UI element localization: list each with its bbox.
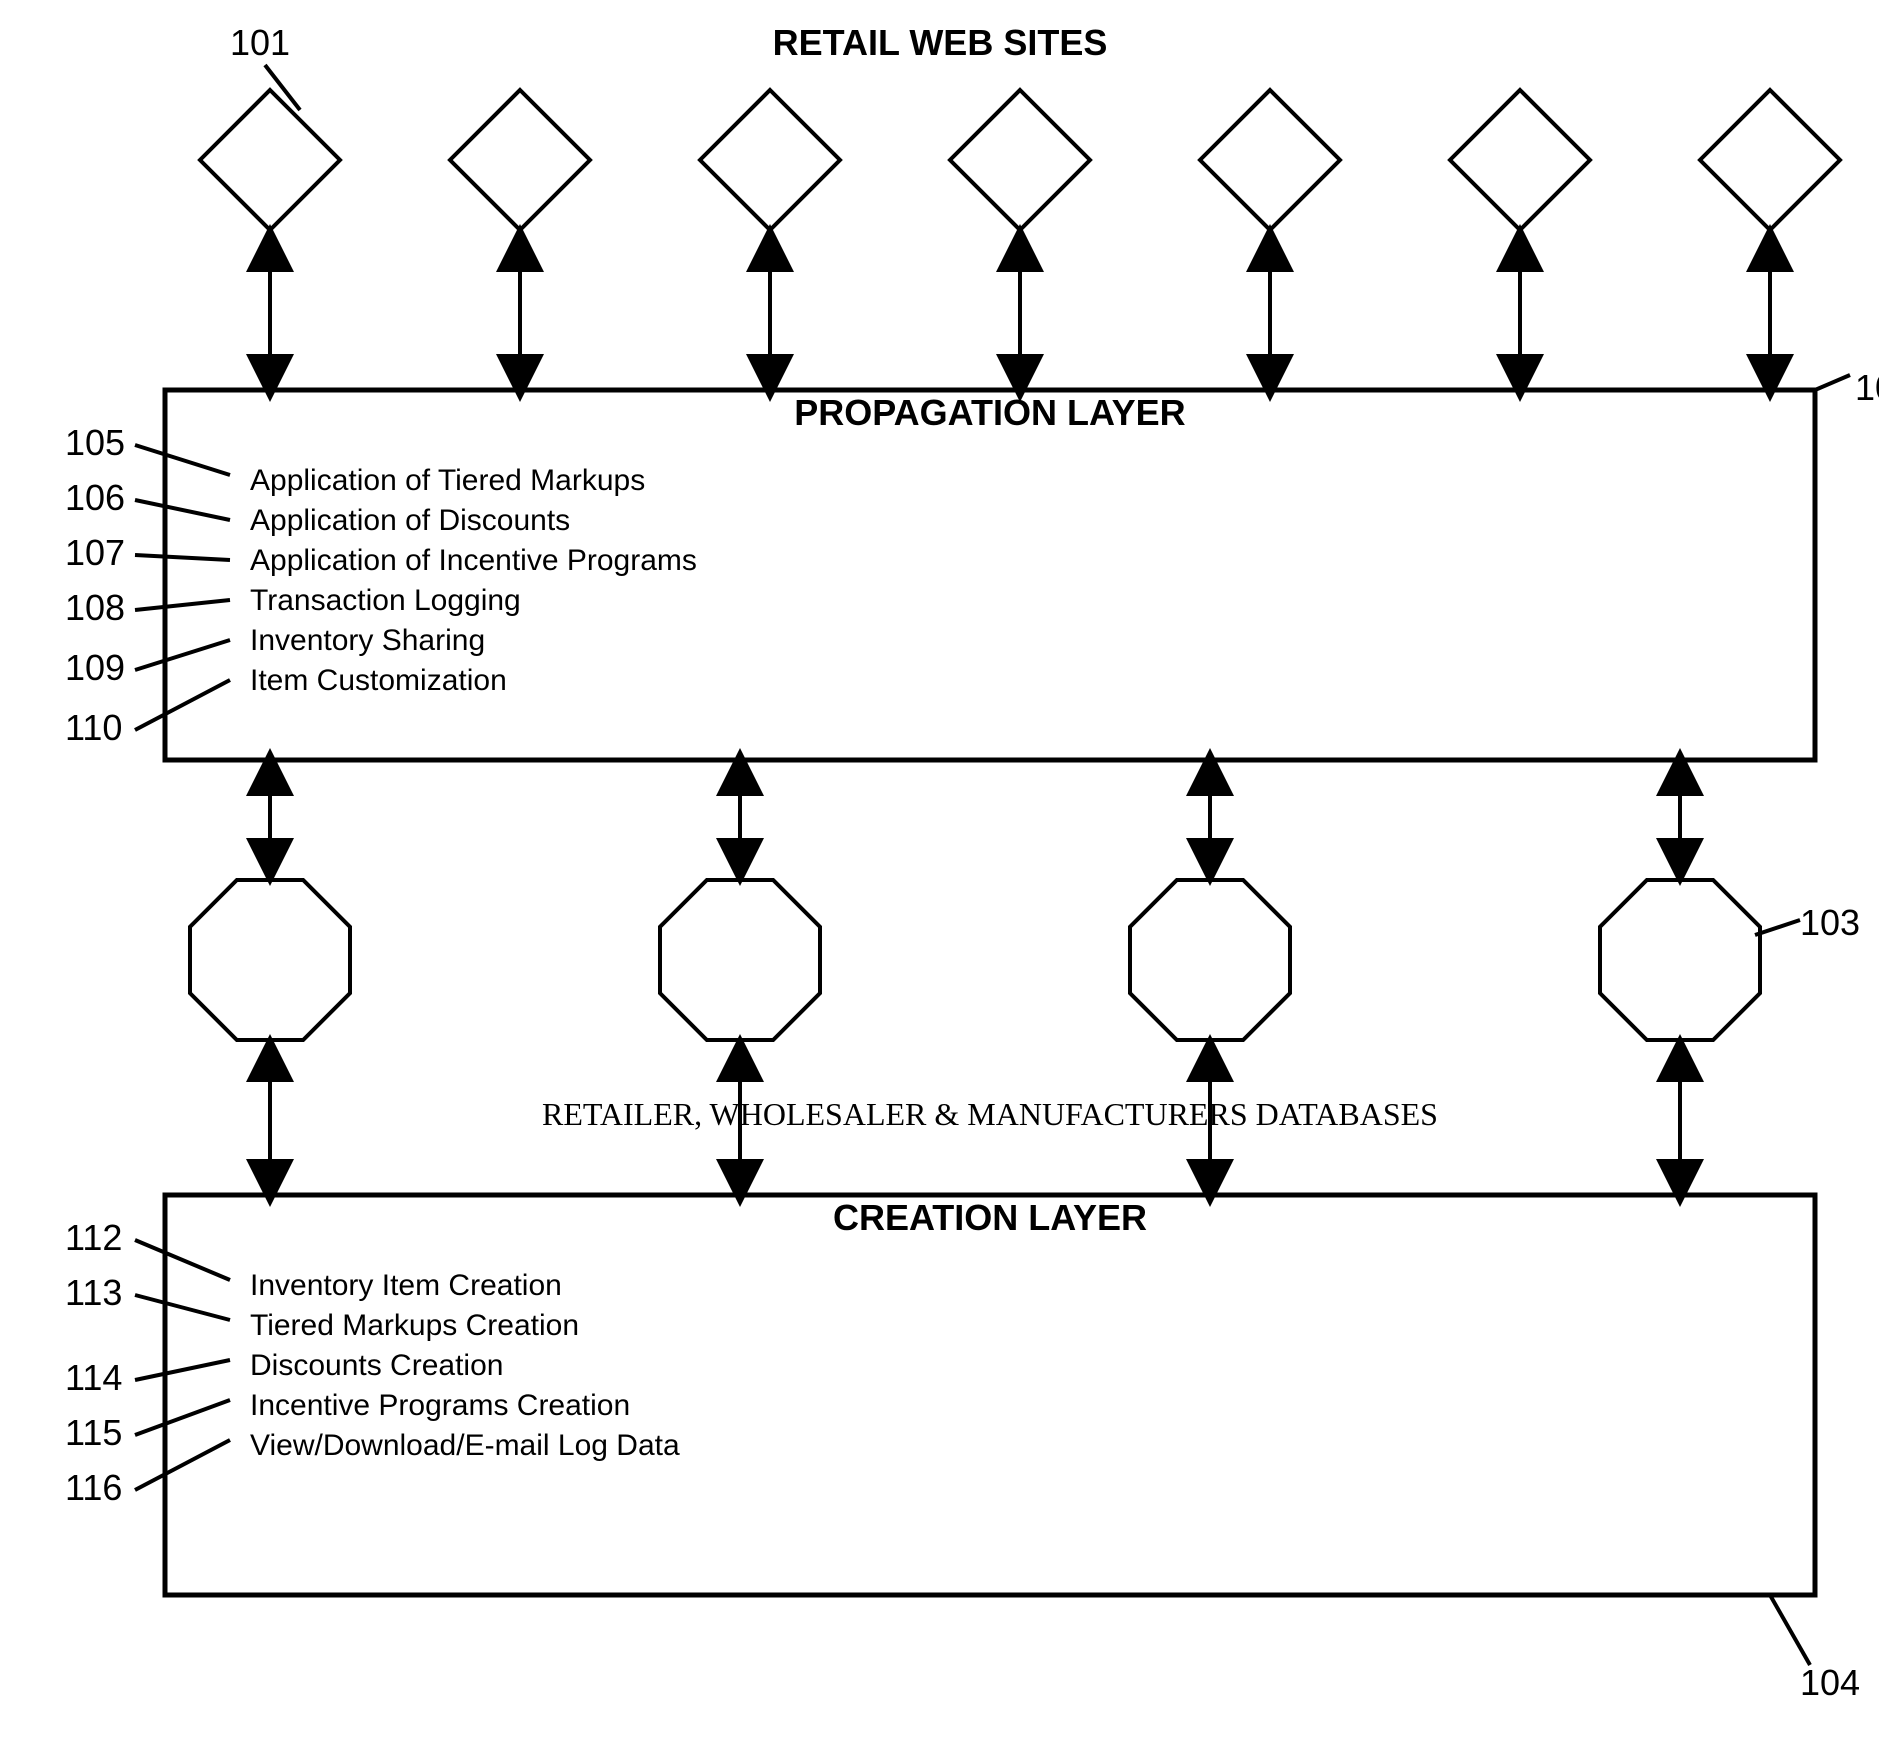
creation-item: Tiered Markups Creation (250, 1309, 579, 1342)
ref-104-leader (1770, 1595, 1810, 1665)
creation-item: View/Download/E-mail Log Data (250, 1429, 680, 1462)
ref-104: 104 (1800, 1662, 1860, 1703)
ref-102-leader (1815, 375, 1850, 390)
ref-110: 110 (65, 707, 122, 748)
retail-web-sites-nodes (200, 90, 1840, 230)
arrows-mid-top (270, 772, 1680, 862)
ref-108-leader (135, 600, 230, 610)
ref-106: 106 (65, 477, 125, 518)
ref-108: 108 (65, 587, 125, 628)
title-top: RETAIL WEB SITES (773, 22, 1108, 63)
propagation-item: Application of Tiered Markups (250, 464, 645, 497)
database-nodes (190, 880, 1760, 1040)
title-middle: RETAILER, WHOLESALER & MANUFACTURERS DAT… (542, 1096, 1438, 1132)
ref-113: 113 (65, 1272, 122, 1313)
ref-107-leader (135, 555, 230, 560)
ref-115: 115 (65, 1412, 122, 1453)
propagation-item: Inventory Sharing (250, 624, 485, 657)
ref-114-leader (135, 1360, 230, 1380)
creation-items: Inventory Item Creation Tiered Markups Cr… (250, 1269, 680, 1462)
creation-item: Incentive Programs Creation (250, 1389, 630, 1422)
ref-106-leader (135, 500, 230, 520)
ref-115-leader (135, 1400, 230, 1435)
ref-102: 102 (1855, 367, 1879, 408)
ref-107: 107 (65, 532, 125, 573)
ref-112-leader (135, 1240, 230, 1280)
propagation-item: Item Customization (250, 664, 507, 697)
propagation-items: Application of Tiered Markups Application… (250, 464, 697, 697)
ref-105: 105 (65, 422, 125, 463)
creation-item: Inventory Item Creation (250, 1269, 562, 1302)
creation-item: Discounts Creation (250, 1349, 503, 1382)
ref-112: 112 (65, 1217, 122, 1258)
ref-109-leader (135, 640, 230, 670)
ref-114: 114 (65, 1357, 122, 1398)
ref-103: 103 (1800, 902, 1860, 943)
ref-116: 116 (65, 1467, 122, 1508)
ref-110-leader (135, 680, 230, 730)
ref-109: 109 (65, 647, 125, 688)
propagation-title: PROPAGATION LAYER (794, 392, 1185, 433)
ref-116-leader (135, 1440, 230, 1490)
ref-105-leader (135, 445, 230, 475)
arrows-top (270, 248, 1770, 378)
propagation-item: Transaction Logging (250, 584, 521, 617)
architecture-diagram: RETAIL WEB SITES 101 PROPAGATION LAYER 1… (0, 0, 1879, 1748)
propagation-item: Application of Discounts (250, 504, 570, 537)
ref-101: 101 (230, 22, 290, 63)
propagation-item: Application of Incentive Programs (250, 544, 697, 577)
ref-113-leader (135, 1295, 230, 1320)
creation-title: CREATION LAYER (833, 1197, 1147, 1238)
